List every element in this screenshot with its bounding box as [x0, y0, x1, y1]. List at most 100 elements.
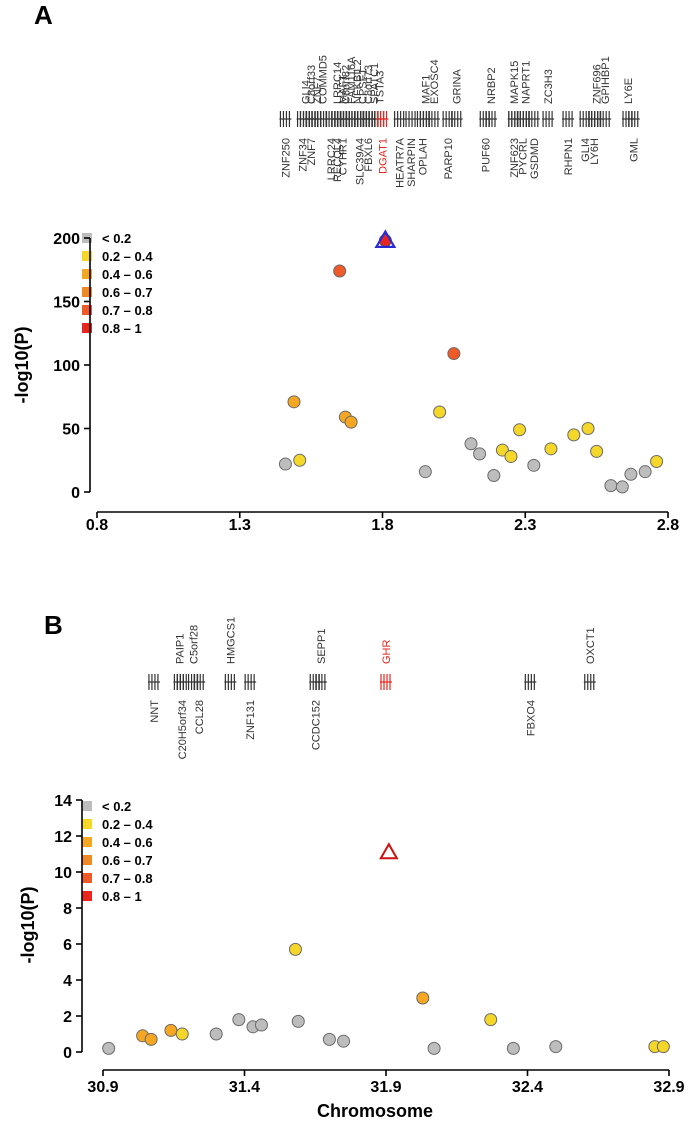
- gene-label: SEPP1: [316, 629, 328, 664]
- gene-label: LRRC14: [332, 62, 344, 104]
- legend-swatch: [82, 855, 92, 865]
- gene-label: SPATC1: [369, 63, 381, 104]
- legend-label: 0.8 – 1: [102, 889, 142, 904]
- panel-b-xlabel: Chromosome: [317, 1101, 433, 1121]
- gene-label: SLC39A4: [355, 138, 367, 185]
- y-tick-label: 50: [62, 422, 80, 439]
- gene-label: ZNF696: [592, 64, 604, 104]
- snp-point: [650, 455, 664, 469]
- gene-label: ZC3H3: [543, 69, 555, 104]
- gene-label: RECQL4: [332, 138, 344, 182]
- panel-b-legend: < 0.2 0.2 – 0.4 0.4 – 0.6 0.6 – 0.7 0.7 – 0.…: [82, 799, 153, 904]
- y-tick-label: 12: [54, 829, 72, 846]
- legend-swatch: [82, 801, 92, 811]
- x-tick-label: 2.3: [514, 517, 536, 534]
- legend-swatch: [82, 287, 92, 297]
- gene-label: LY6H: [589, 138, 601, 165]
- legend-label: < 0.2: [102, 231, 131, 246]
- panel-a-label: A: [34, 0, 53, 30]
- snp-point: [549, 1040, 563, 1054]
- gene-label: OPLAH: [417, 138, 429, 175]
- snp-point: [527, 458, 541, 472]
- gene-label: OXCT1: [585, 627, 597, 664]
- x-tick-label: 31.9: [370, 1079, 401, 1096]
- panel-b-points: [102, 842, 670, 1055]
- gene-label: ZNF7: [306, 138, 318, 166]
- snp-point: [288, 942, 302, 956]
- snp-point: [344, 415, 358, 429]
- snp-point: [416, 991, 430, 1005]
- panel-a-axes: 0 50 100 150 200 0.8 1.3 1.8 2.3 2.8: [53, 231, 679, 534]
- gene-label: GLI4: [580, 138, 592, 162]
- gene-label: NAPRT1: [520, 61, 532, 104]
- x-tick-label: 0.8: [86, 517, 108, 534]
- lead-snp-triangle: [374, 229, 397, 248]
- gene-label: CCL28: [194, 700, 206, 734]
- x-tick-label: 1.8: [371, 517, 393, 534]
- gene-label: FBXO4: [525, 700, 537, 736]
- y-tick-label: 8: [63, 901, 72, 918]
- gene-label: C8orf73: [363, 65, 375, 104]
- panel-b-ylabel: -log10(P): [18, 886, 38, 963]
- legend-label: 0.7 – 0.8: [102, 303, 153, 318]
- y-tick-label: 200: [53, 231, 80, 248]
- gene-label: ZNF7: [312, 77, 324, 105]
- snp-point: [473, 447, 487, 461]
- y-tick-label: 2: [63, 1009, 72, 1026]
- lead-snp-triangle: [379, 842, 399, 860]
- snp-point: [287, 395, 301, 409]
- gene-label: DGAT1: [378, 138, 390, 174]
- snp-point: [638, 465, 652, 479]
- snp-point: [337, 1034, 351, 1048]
- gene-label: GML: [629, 138, 641, 162]
- snp-point: [278, 457, 292, 471]
- snp-point: [164, 1023, 178, 1037]
- snp-point: [615, 480, 629, 494]
- legend-label: 0.4 – 0.6: [102, 835, 153, 850]
- gene-label: ZNF623: [509, 138, 521, 178]
- y-tick-label: 150: [53, 295, 80, 312]
- gene-label: MAF1: [420, 75, 432, 104]
- gene-label: GHR: [381, 640, 393, 665]
- legend-label: 0.4 – 0.6: [102, 267, 153, 282]
- snp-point: [433, 405, 447, 419]
- gene-label: CPSF1: [358, 69, 370, 104]
- x-tick-label: 1.3: [229, 517, 251, 534]
- snp-point: [175, 1027, 189, 1041]
- snp-point: [209, 1027, 223, 1041]
- gene-label: NFKBIL2: [352, 59, 364, 104]
- snp-point: [590, 444, 604, 458]
- legend-swatch: [82, 837, 92, 847]
- y-tick-label: 100: [53, 358, 80, 375]
- legend-label: 0.2 – 0.4: [102, 249, 153, 264]
- snp-point: [656, 1040, 670, 1054]
- snp-point: [291, 1014, 305, 1028]
- snp-point: [447, 347, 461, 361]
- gene-label: GLI4: [300, 80, 312, 104]
- legend-swatch: [82, 891, 92, 901]
- gene-label: LRRC24: [326, 138, 338, 180]
- snp-point: [581, 422, 595, 435]
- snp-point: [254, 1018, 268, 1032]
- gene-label: PAIP1: [174, 634, 186, 664]
- gene-label: NNT: [149, 700, 161, 723]
- gene-label: PARP10: [443, 138, 455, 179]
- gene-label: FAM116A: [346, 56, 358, 104]
- legend-label: 0.2 – 0.4: [102, 817, 153, 832]
- y-tick-label: 0: [63, 1045, 72, 1062]
- x-tick-label: 32.4: [512, 1079, 543, 1096]
- gene-label: RHPN1: [563, 138, 575, 175]
- gene-label: GSDMD: [529, 138, 541, 179]
- gene-label: PYCRL: [517, 138, 529, 175]
- snp-point: [487, 468, 501, 482]
- snp-point: [484, 1013, 498, 1027]
- y-tick-label: 4: [63, 973, 72, 990]
- snp-point: [504, 449, 518, 463]
- legend-swatch: [82, 251, 92, 261]
- gene-label: GPIHBP1: [600, 56, 612, 104]
- snp-point: [513, 423, 527, 437]
- panel-a-ylabel: -log10(P): [12, 326, 32, 403]
- gene-label: ZNF34: [298, 138, 310, 172]
- panel-a-points: [278, 229, 664, 494]
